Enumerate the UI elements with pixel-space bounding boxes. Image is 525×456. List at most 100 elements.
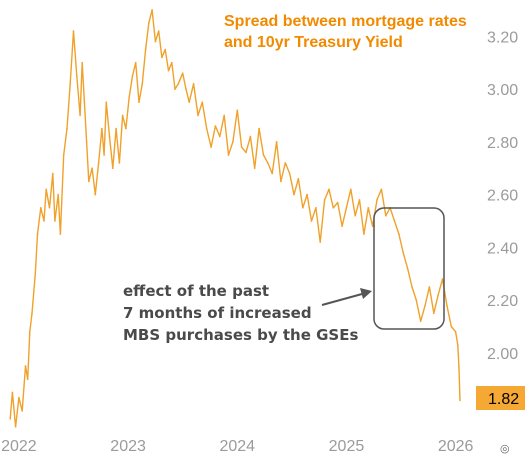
annotation-line-2: 7 months of increased	[123, 304, 312, 322]
data-point	[94, 193, 97, 196]
data-point	[157, 30, 160, 32]
data-point	[128, 96, 130, 98]
data-point	[457, 344, 459, 346]
data-point	[48, 207, 51, 209]
data-point	[302, 207, 304, 209]
data-point	[167, 69, 170, 72]
data-point	[29, 331, 31, 333]
chart-title-line-2: and 10yr Treasury Yield	[224, 34, 403, 51]
last-value-text: 1.82	[488, 391, 519, 408]
data-point	[76, 75, 78, 77]
data-point	[103, 154, 105, 156]
data-point	[332, 207, 335, 209]
data-point	[91, 167, 93, 169]
data-point	[11, 391, 14, 394]
data-point	[345, 207, 348, 209]
series-line	[9, 9, 461, 428]
annotation-line-1: effect of the past	[123, 282, 269, 300]
data-point	[83, 101, 86, 103]
y-tick-label: 2.00	[487, 346, 518, 363]
data-point	[454, 331, 457, 333]
data-point	[81, 61, 83, 64]
data-point	[205, 127, 208, 130]
callout-box	[373, 207, 445, 330]
y-tick-label: 3.00	[487, 82, 518, 99]
data-point	[358, 199, 361, 201]
data-point	[350, 188, 352, 191]
data-point	[72, 30, 75, 32]
data-point	[245, 151, 247, 154]
data-point	[315, 207, 317, 209]
data-point	[174, 88, 176, 90]
last-value-bg	[476, 386, 525, 410]
y-tick-label: 2.60	[487, 188, 518, 205]
data-point	[367, 207, 370, 209]
y-tick-label: 2.80	[487, 135, 518, 152]
data-point	[393, 220, 396, 222]
data-point	[14, 425, 17, 428]
data-point	[236, 109, 239, 111]
data-point	[24, 365, 27, 367]
data-point	[415, 299, 418, 301]
data-point	[306, 193, 308, 196]
chart-title: Spread between mortgage rates and 10yr T…	[224, 13, 467, 51]
data-point	[376, 199, 378, 201]
data-point	[219, 135, 221, 138]
data-point	[437, 294, 440, 296]
data-point	[446, 304, 448, 307]
data-point	[138, 101, 140, 103]
annotation-arrow-line	[321, 293, 363, 306]
data-point	[151, 9, 153, 11]
data-point	[21, 410, 24, 412]
data-point	[371, 225, 374, 227]
data-point	[297, 177, 300, 180]
data-point	[419, 320, 422, 323]
data-point	[411, 286, 413, 288]
x-tick-label: 2022	[1, 438, 37, 455]
data-point	[240, 146, 243, 148]
data-point	[459, 399, 461, 402]
data-point	[62, 154, 65, 156]
data-point	[253, 167, 256, 169]
data-point	[118, 162, 121, 164]
data-point	[336, 201, 339, 204]
data-point	[9, 418, 11, 420]
data-point	[66, 127, 68, 130]
data-point	[267, 162, 269, 164]
data-point	[188, 101, 190, 103]
data-point	[57, 193, 59, 196]
y-axis: 2.00 2.20 2.40 2.60 2.80 3.00 3.20	[487, 29, 518, 363]
data-point	[249, 135, 252, 138]
data-point	[69, 83, 71, 85]
data-point	[161, 56, 163, 59]
data-point	[192, 83, 195, 85]
data-point	[319, 241, 322, 243]
data-point	[101, 127, 103, 130]
data-point	[271, 172, 274, 175]
data-point	[441, 278, 444, 280]
data-point	[40, 207, 42, 209]
data-point	[185, 88, 187, 90]
data-point	[177, 83, 180, 85]
data-point	[280, 180, 282, 183]
data-point	[181, 72, 184, 74]
data-point	[105, 101, 108, 103]
data-point	[79, 114, 81, 117]
data-point	[227, 154, 230, 156]
data-point	[428, 286, 431, 288]
series-layer	[9, 9, 461, 428]
annotation-arrow-head	[360, 288, 372, 299]
data-point	[424, 304, 426, 307]
data-point	[121, 114, 124, 117]
data-point	[171, 61, 173, 64]
data-point	[59, 233, 62, 235]
data-point	[18, 396, 20, 399]
data-point	[310, 220, 313, 222]
x-axis: 2022 2023 2024 2025 2026	[1, 438, 473, 455]
data-point	[154, 40, 157, 43]
data-point	[88, 180, 90, 183]
data-point	[141, 83, 144, 85]
data-point	[433, 312, 435, 315]
chart-title-line-1: Spread between mortgage rates	[224, 13, 467, 30]
data-point	[406, 267, 409, 270]
